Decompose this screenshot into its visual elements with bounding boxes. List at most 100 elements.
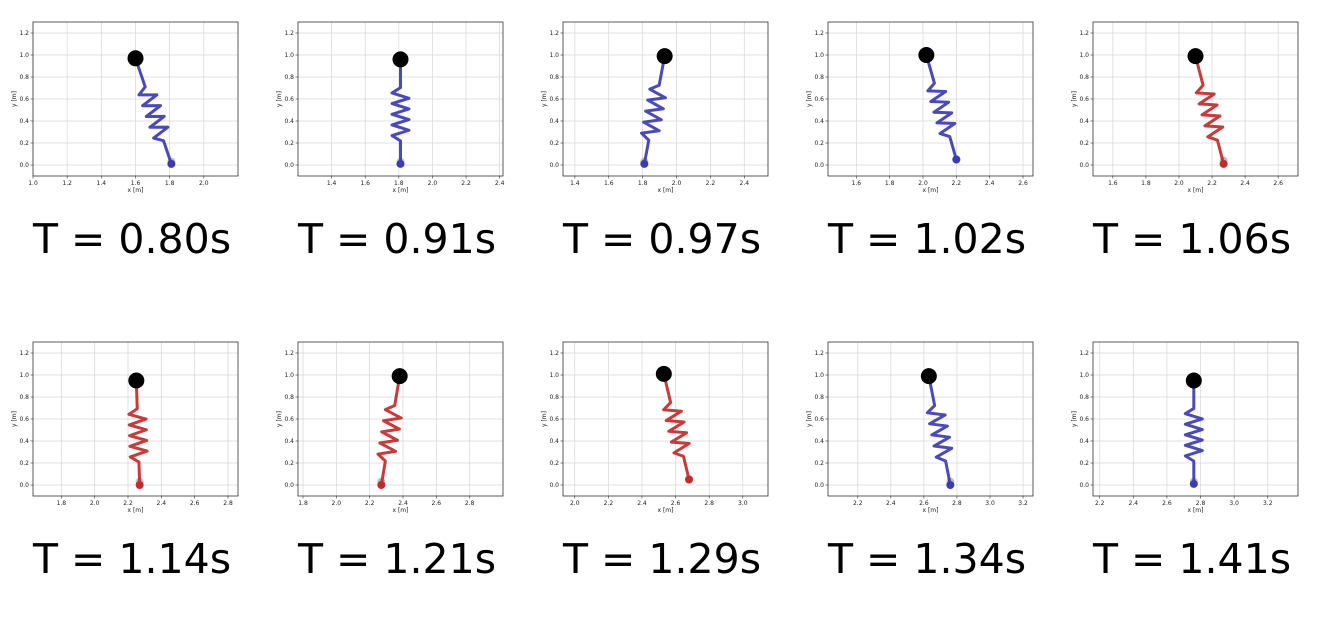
x-tick-label: 3.2 [1263, 500, 1273, 507]
x-tick-label: 1.4 [327, 180, 337, 187]
x-tick-label: 2.6 [432, 500, 442, 507]
foot-marker [1219, 159, 1228, 168]
x-axis-label: x [m] [658, 187, 674, 194]
x-tick-label: 1.8 [885, 180, 895, 187]
y-tick-label: 1.0 [814, 52, 824, 59]
spring-plot-5: 0.0 0.2 0.4 0.6 0.8 1.0 1.2 1.6 1.8 2.0 2.2 2.4 2.6 x… [1071, 21, 1299, 194]
axes-frame [32, 21, 239, 177]
y-tick-label: 0.4 [549, 118, 559, 125]
x-tick-label: 2.0 [199, 180, 209, 187]
time-caption: T = 1.21s [297, 535, 497, 583]
time-caption: T = 1.14s [32, 535, 232, 583]
spring-leg [639, 54, 667, 166]
x-tick-label: 2.8 [465, 500, 475, 507]
frame-panel-8: 0.0 0.2 0.4 0.6 0.8 1.0 1.2 2.0 2.2 2.4 2.6 2.8 3.0 x… [530, 320, 794, 617]
time-caption: T = 1.06s [1092, 215, 1292, 263]
body-mass [656, 48, 673, 65]
y-tick-label: 0.4 [284, 438, 294, 445]
spring-plot-10: 0.0 0.2 0.4 0.6 0.8 1.0 1.2 2.2 2.4 2.6 2.8 3.0 3.2 x… [1071, 341, 1299, 514]
x-axis-label: x [m] [658, 507, 674, 514]
x-tick-label: 1.8 [638, 180, 648, 187]
body-mass [1185, 372, 1202, 389]
x-tick-label: 2.4 [495, 180, 505, 187]
frame-panel-5: 0.0 0.2 0.4 0.6 0.8 1.0 1.2 1.6 1.8 2.0 2.2 2.4 2.6 x… [1060, 0, 1324, 297]
y-tick-label: 0.0 [814, 162, 824, 169]
y-tick-label: 1.0 [19, 372, 29, 379]
foot-marker [377, 481, 386, 489]
y-tick-label: 0.8 [19, 394, 29, 401]
y-tick-label: 0.2 [284, 460, 294, 467]
y-tick-label: 1.2 [814, 30, 824, 37]
spring-plot-1: 0.0 0.2 0.4 0.6 0.8 1.0 1.2 1.0 1.2 1.4 1.6 1.8 2.0 x… [11, 21, 239, 194]
spring-leg [127, 379, 149, 487]
x-tick-label: 1.8 [298, 500, 308, 507]
y-axis-label: y [m] [806, 411, 813, 427]
foot-marker [685, 475, 694, 484]
axes-frame [297, 341, 504, 497]
spring-plot-3: 0.0 0.2 0.4 0.6 0.8 1.0 1.2 1.4 1.6 1.8 2.0 2.2 2.4 x… [541, 21, 769, 194]
y-tick-label: 1.0 [549, 372, 559, 379]
y-tick-label: 1.0 [549, 52, 559, 59]
time-caption: T = 1.41s [1092, 535, 1292, 583]
x-tick-label: 2.4 [740, 180, 750, 187]
frame-panel-7: 0.0 0.2 0.4 0.6 0.8 1.0 1.2 1.8 2.0 2.2 2.4 2.6 2.8 x… [265, 320, 529, 617]
y-tick-label: 0.8 [284, 394, 294, 401]
y-tick-label: 1.2 [1079, 350, 1089, 357]
x-tick-label: 2.4 [398, 500, 408, 507]
y-axis-label: y [m] [1071, 91, 1078, 107]
y-tick-label: 0.4 [284, 118, 294, 125]
x-tick-label: 2.8 [952, 500, 962, 507]
y-axis-label: y [m] [541, 91, 548, 107]
axes-frame [562, 341, 769, 497]
y-tick-label: 0.2 [284, 140, 294, 147]
time-caption: T = 0.80s [32, 215, 232, 263]
x-tick-label: 2.2 [461, 180, 471, 187]
y-tick-label: 0.4 [19, 438, 29, 445]
x-tick-label: 1.6 [360, 180, 370, 187]
frame-panel-4: 0.0 0.2 0.4 0.6 0.8 1.0 1.2 1.6 1.8 2.0 2.2 2.4 2.6 x… [795, 0, 1059, 297]
frame-panel-9: 0.0 0.2 0.4 0.6 0.8 1.0 1.2 2.2 2.4 2.6 2.8 3.0 3.2 x… [795, 320, 1059, 617]
y-tick-label: 0.8 [814, 74, 824, 81]
x-axis-label: x [m] [1188, 507, 1204, 514]
y-tick-label: 0.2 [19, 140, 29, 147]
axes-frame [1092, 21, 1299, 177]
y-tick-label: 0.4 [814, 438, 824, 445]
spring-plot-6: 0.0 0.2 0.4 0.6 0.8 1.0 1.2 1.8 2.0 2.2 2.4 2.6 2.8 x… [11, 341, 239, 514]
frame-panel-1: 0.0 0.2 0.4 0.6 0.8 1.0 1.2 1.0 1.2 1.4 1.6 1.8 2.0 x… [0, 0, 264, 297]
foot-marker [946, 481, 955, 489]
x-tick-label: 2.6 [1018, 180, 1028, 187]
frame-panel-2: 0.0 0.2 0.4 0.6 0.8 1.0 1.2 1.4 1.6 1.8 2.0 2.2 2.4 x… [265, 0, 529, 297]
y-tick-label: 1.2 [549, 30, 559, 37]
x-tick-label: 2.2 [1095, 500, 1105, 507]
y-tick-label: 0.6 [814, 416, 824, 423]
body-mass [392, 51, 409, 68]
y-tick-label: 0.6 [1079, 96, 1089, 103]
spring-leg [925, 374, 954, 487]
y-tick-label: 0.0 [284, 482, 294, 489]
axes-frame [827, 21, 1034, 177]
x-axis-label: x [m] [923, 507, 939, 514]
y-tick-label: 0.2 [549, 140, 559, 147]
body-mass [127, 50, 144, 67]
y-axis-label: y [m] [276, 91, 283, 107]
y-tick-label: 0.0 [19, 482, 29, 489]
x-axis-label: x [m] [393, 187, 409, 194]
x-tick-label: 2.8 [223, 500, 233, 507]
y-tick-label: 1.2 [1079, 30, 1089, 37]
x-tick-label: 2.8 [1196, 500, 1206, 507]
spring-plot-7: 0.0 0.2 0.4 0.6 0.8 1.0 1.2 1.8 2.0 2.2 2.4 2.6 2.8 x… [276, 341, 504, 514]
x-tick-label: 2.4 [157, 500, 167, 507]
x-tick-label: 2.6 [671, 500, 681, 507]
x-tick-label: 2.6 [190, 500, 200, 507]
x-tick-label: 2.4 [886, 500, 896, 507]
y-tick-label: 0.8 [1079, 74, 1089, 81]
x-tick-label: 2.6 [919, 500, 929, 507]
body-mass [920, 368, 937, 385]
spring-leg [376, 374, 403, 487]
x-tick-label: 1.6 [131, 180, 141, 187]
x-tick-label: 2.8 [704, 500, 714, 507]
x-tick-label: 3.0 [738, 500, 748, 507]
spring-leg [1183, 379, 1204, 486]
y-axis-label: y [m] [276, 411, 283, 427]
y-tick-label: 1.0 [284, 52, 294, 59]
